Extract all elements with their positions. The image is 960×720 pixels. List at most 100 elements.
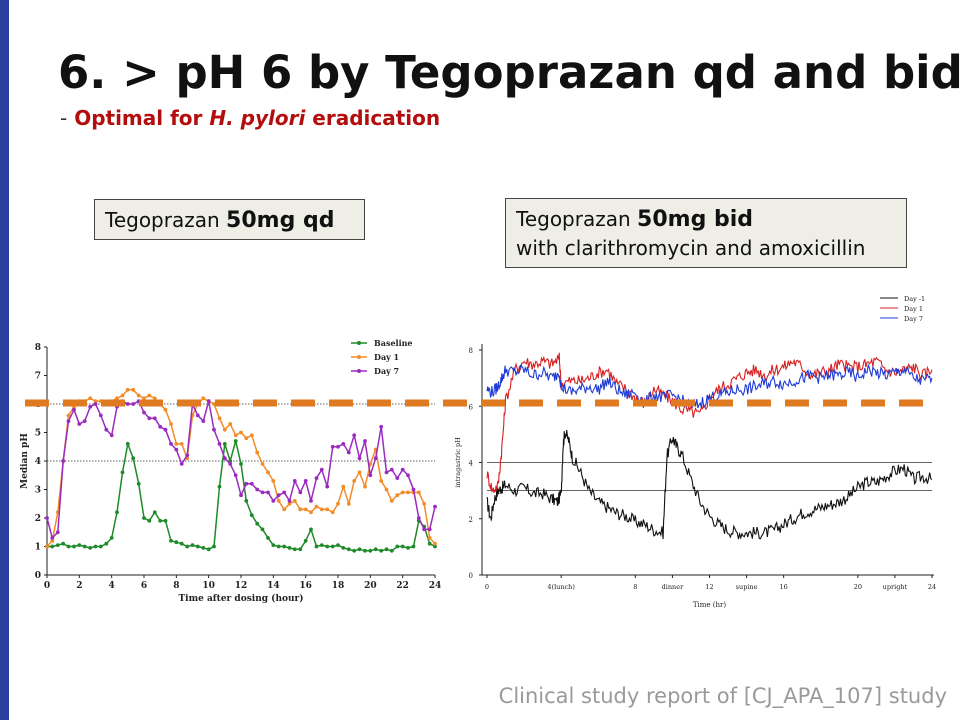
data-point (174, 540, 179, 545)
data-point (88, 404, 93, 409)
data-point (379, 424, 384, 429)
slide-title: 6. > pH 6 by Tegoprazan qd and bid (58, 46, 960, 99)
y-tick-label: 7 (35, 372, 41, 382)
data-point (373, 456, 378, 461)
data-point (228, 462, 233, 466)
data-point (115, 404, 119, 409)
series-line-day-1 (486, 429, 933, 540)
data-point (104, 402, 109, 406)
data-point (125, 442, 130, 446)
data-point (104, 427, 109, 432)
data-point (45, 516, 49, 520)
data-point (50, 538, 55, 543)
y-tick-label: 8 (35, 343, 41, 353)
data-point (292, 479, 297, 483)
data-point (163, 427, 168, 432)
data-point (422, 501, 427, 506)
data-point (287, 501, 292, 506)
data-point (131, 402, 136, 406)
x-tick-label: 16 (780, 583, 788, 591)
data-point (158, 402, 163, 406)
subtitle-post: eradication (312, 106, 441, 130)
data-point (169, 538, 173, 543)
data-point (341, 484, 346, 489)
x-tick-label: 20 (854, 583, 862, 591)
data-point (276, 499, 281, 503)
legend-label: Day 7 (904, 315, 923, 323)
data-point (255, 487, 260, 492)
data-point (217, 442, 222, 446)
x-tick-label: supine (736, 583, 758, 591)
x-tick-label: 24 (928, 583, 936, 591)
x-tick-label: 6 (141, 581, 147, 591)
x-tick-label: 12 (705, 583, 713, 591)
data-point (368, 548, 373, 553)
y-tick-label: 0 (35, 571, 41, 581)
data-point (314, 504, 319, 509)
y-tick-label: 5 (35, 429, 41, 439)
data-point (330, 510, 335, 515)
data-point (66, 419, 71, 423)
x-tick-label: 4(lunch) (547, 583, 575, 591)
data-point (384, 547, 389, 552)
data-point (314, 476, 319, 480)
data-point (266, 536, 270, 540)
data-point (206, 547, 211, 552)
data-point (185, 544, 190, 549)
y-tick-label: 8 (469, 347, 473, 355)
data-point (233, 473, 238, 478)
y-tick-label: 0 (469, 572, 473, 580)
data-point (244, 436, 249, 441)
data-point (389, 548, 394, 553)
data-point (77, 543, 82, 547)
data-point (276, 544, 281, 549)
data-point (163, 518, 168, 523)
legend-label: Baseline (374, 338, 413, 348)
data-point (406, 490, 410, 495)
data-point (152, 396, 157, 401)
x-tick-label: 16 (299, 581, 312, 591)
data-point (233, 439, 238, 443)
x-tick-label: 22 (396, 581, 409, 591)
data-point (217, 416, 222, 421)
data-point (190, 543, 195, 547)
x-tick-label: 2 (76, 581, 82, 591)
data-point (298, 507, 303, 512)
y-tick-label: 4 (35, 457, 41, 467)
data-point (72, 544, 76, 549)
subtitle-em: H. pylori (209, 106, 306, 130)
data-point (303, 479, 308, 483)
data-point (303, 538, 308, 543)
y-tick-label: 1 (35, 543, 41, 553)
data-point (346, 547, 351, 552)
data-point (363, 439, 367, 443)
data-point (341, 442, 346, 446)
data-point (61, 459, 66, 463)
data-point (217, 484, 222, 489)
data-point (330, 544, 335, 549)
data-point (201, 396, 206, 401)
x-tick-label: 18 (332, 581, 345, 591)
footer-source: Clinical study report of [CJ_APA_107] st… (498, 684, 947, 708)
left-accent-bar (0, 0, 9, 720)
data-point (255, 521, 260, 526)
data-point (427, 527, 432, 532)
data-point (395, 493, 400, 498)
data-point (384, 487, 389, 492)
data-point (357, 470, 362, 475)
data-point (222, 442, 227, 446)
data-point (260, 490, 265, 495)
data-point (98, 399, 103, 404)
data-point (309, 499, 313, 503)
data-point (195, 413, 200, 418)
y-axis-label: intragastric pH (454, 437, 462, 488)
bid-label-line2: with clarithromycin and amoxicillin (516, 236, 866, 260)
data-point (98, 544, 103, 549)
data-point (179, 462, 184, 466)
data-point (368, 473, 373, 478)
data-point (195, 402, 200, 406)
data-point (115, 510, 119, 515)
data-point (228, 422, 233, 426)
